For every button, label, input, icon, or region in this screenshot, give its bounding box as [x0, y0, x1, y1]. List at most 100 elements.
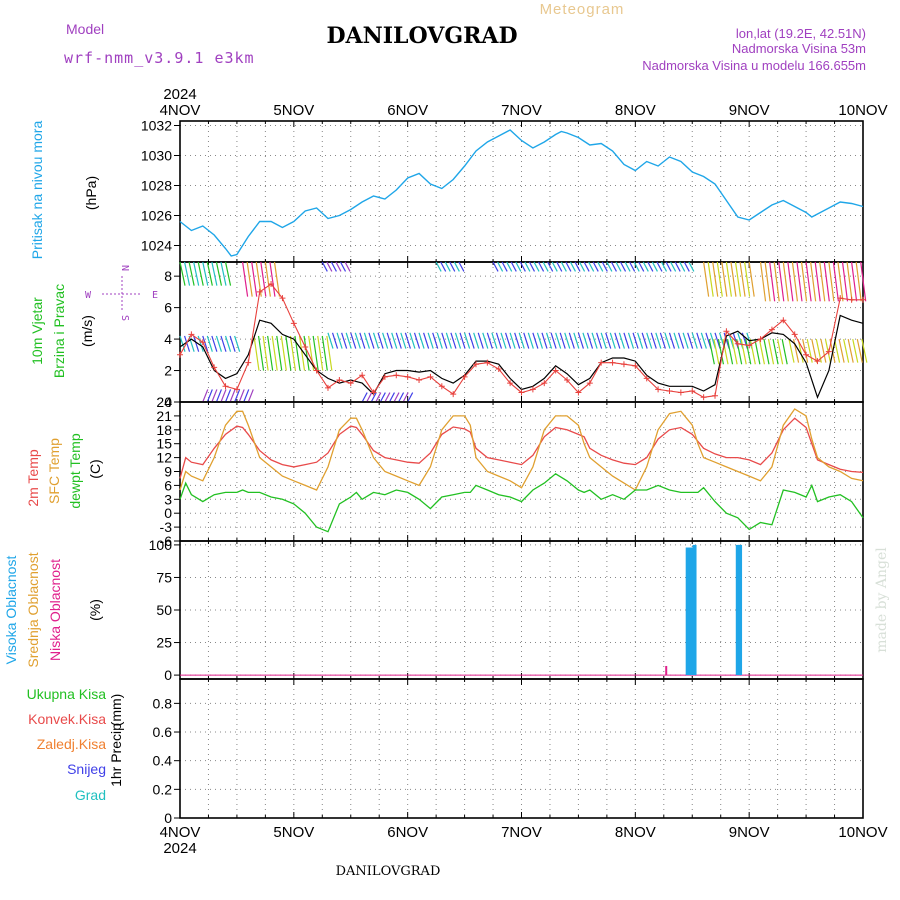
- wind-axis-title-1: 10m Vjetar: [29, 297, 45, 365]
- wind-direction-arrow: [523, 332, 530, 349]
- y-tick-label: 0.8: [153, 695, 173, 711]
- precip-axis-title: 1hr Precip: [108, 723, 124, 787]
- wind-gust-marker: [700, 394, 707, 401]
- wind-direction-arrow: [838, 338, 845, 363]
- wind-gust-marker: [302, 343, 309, 350]
- wind-direction-arrow: [550, 332, 557, 349]
- wind-direction-arrow: [665, 261, 672, 272]
- top-time-axis: 4NOV 5NOV 6NOV 7NOV 8NOV 9NOV 10NOV: [160, 102, 888, 119]
- wind-direction-arrow: [372, 332, 380, 349]
- y-tick-label: -3: [160, 519, 173, 535]
- wind-direction-arrow: [234, 389, 241, 403]
- wind-direction-arrow: [193, 335, 200, 352]
- wind-gust-marker: [461, 373, 468, 380]
- day-label-bottom: 4NOV: [160, 824, 201, 841]
- cloud-bar: [692, 544, 697, 676]
- y-tick-label: 15: [156, 436, 172, 452]
- wind-direction-arrow: [660, 261, 668, 272]
- cloud-unit: (%): [87, 599, 103, 621]
- wind-direction-arrow: [506, 261, 513, 272]
- wind-gust-marker: [666, 387, 673, 394]
- wind-direction-arrow: [846, 261, 853, 302]
- wind-direction-arrow: [468, 332, 475, 349]
- y-tick-label: 6: [164, 300, 172, 316]
- wind-direction-arrow: [814, 261, 821, 302]
- wind-direction-arrow: [188, 335, 195, 352]
- cloud-bar: [738, 544, 743, 676]
- wind-direction-arrow: [559, 332, 566, 349]
- wind-direction-arrow: [271, 335, 278, 371]
- wind-direction-arrow: [432, 332, 439, 349]
- wind-direction-arrow: [303, 335, 310, 371]
- wind-direction-arrow: [703, 261, 710, 297]
- wind-gust-marker: [780, 317, 787, 324]
- wind-direction-arrow: [363, 332, 370, 349]
- wind-direction-arrow: [583, 261, 590, 272]
- wind-gust-marker: [245, 359, 252, 366]
- wind-direction-arrow: [260, 261, 267, 297]
- wind-direction-arrow: [486, 332, 493, 349]
- wind-direction-arrow: [555, 332, 562, 349]
- wind-gust-marker: [222, 383, 229, 390]
- cloud-panel: 0 25 50 75 100: [149, 537, 864, 683]
- wind-direction-arrow: [206, 261, 213, 286]
- wind-gust-marker: [404, 373, 411, 380]
- wind-gust-marker: [290, 320, 297, 327]
- wind-direction-arrow: [289, 335, 297, 371]
- wind-gust-marker: [199, 339, 206, 346]
- wind-direction-arrow: [642, 261, 649, 272]
- wind-direction-arrow: [253, 335, 260, 371]
- wind-direction-arrow: [215, 389, 222, 403]
- precip-unit: (mm): [108, 694, 124, 727]
- wind-direction-arrow: [234, 335, 241, 352]
- wind-gust-marker: [507, 380, 514, 387]
- wind-direction-arrow: [454, 332, 462, 349]
- wind-speed-line: [179, 314, 864, 400]
- wind-direction-arrow: [238, 389, 245, 403]
- wind-gust-marker: [734, 340, 741, 347]
- wind-direction-arrow: [650, 332, 657, 349]
- wind-direction-arrow: [335, 261, 342, 272]
- wind-axis-title-2: Brzina i Pravac: [51, 284, 67, 378]
- wind-direction-arrow: [444, 261, 451, 272]
- wind-direction-arrow: [418, 332, 425, 349]
- wind-direction-arrow: [193, 261, 200, 286]
- wind-gust-marker: [359, 372, 366, 379]
- wind-direction-arrow: [202, 261, 209, 286]
- wind-direction-arrow: [243, 389, 250, 403]
- wind-direction-arrow: [586, 332, 594, 349]
- wind-direction-arrow: [211, 335, 218, 352]
- wind-direction-arrow: [321, 335, 328, 371]
- day-label-top: 4NOV: [160, 102, 201, 119]
- wind-gust-marker: [564, 376, 571, 383]
- wind-direction-arrow: [206, 335, 213, 352]
- wind-direction-arrow: [197, 335, 204, 352]
- wind-direction-arrow: [664, 332, 671, 349]
- wind-direction-arrow: [606, 261, 613, 272]
- y-tick-label: 0: [164, 667, 172, 683]
- wind-direction-arrow: [391, 332, 398, 349]
- temp-dew-line: [179, 473, 864, 533]
- wind-direction-arrow: [805, 261, 812, 302]
- wind-direction-arrow: [179, 261, 186, 286]
- wind-direction-arrow: [527, 332, 534, 349]
- precip-panel: 0 0.2 0.4 0.6 0.8: [153, 678, 864, 826]
- wind-direction-arrow: [674, 261, 681, 272]
- wind-direction-arrow: [423, 332, 430, 349]
- wind-direction-arrow: [379, 392, 386, 403]
- wind-gust-marker: [655, 386, 662, 393]
- wind-direction-arrow: [551, 261, 558, 272]
- temp-axis-title-3: dewpt Temp: [67, 433, 83, 508]
- wind-direction-arrow: [495, 332, 503, 349]
- wind-direction-arrow: [823, 261, 830, 302]
- wind-gust-marker: [472, 361, 479, 368]
- wind-direction-arrow: [712, 261, 719, 297]
- y-tick-label: 8: [164, 268, 172, 284]
- wind-direction-arrow: [716, 261, 723, 297]
- wind-direction-arrow: [388, 392, 395, 403]
- wind-gust-marker: [211, 364, 218, 371]
- wind-direction-arrow: [837, 261, 844, 302]
- wind-direction-arrow: [569, 261, 576, 272]
- wind-direction-arrow: [224, 335, 232, 352]
- wind-direction-arrow: [682, 332, 689, 349]
